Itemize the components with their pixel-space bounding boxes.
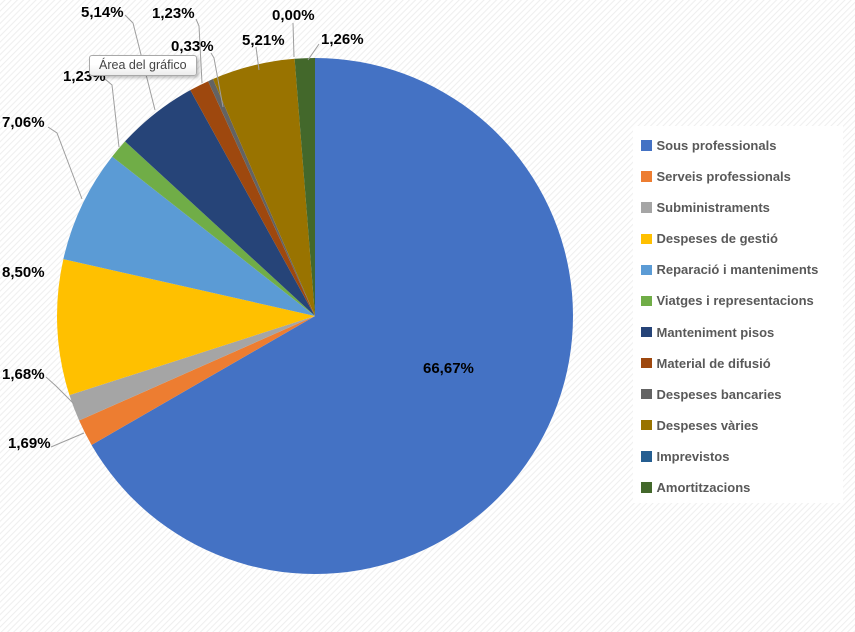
legend-color-swatch xyxy=(641,482,652,493)
legend-item-label: Imprevistos xyxy=(656,448,730,464)
legend-color-swatch xyxy=(641,419,652,431)
leader-line-despeses-varies xyxy=(255,46,260,71)
data-label-manteniment-pisos[interactable]: 5,14% xyxy=(81,4,124,21)
legend-color-swatch xyxy=(641,233,652,245)
leader-line-despeses-bancaries xyxy=(210,52,224,108)
pie-slice-viatges-i-representacions[interactable] xyxy=(112,141,315,316)
data-label-amortitzacions[interactable]: 1,26% xyxy=(321,31,364,48)
pie-slice-subministraments[interactable] xyxy=(69,316,316,421)
pie-slice-despeses-bancaries[interactable] xyxy=(208,79,315,316)
pie-slice-material-de-difusio[interactable] xyxy=(190,81,315,316)
leader-line-imprevistos xyxy=(292,22,295,58)
pie-slice-despeses-de-gestio[interactable] xyxy=(57,259,315,396)
legend-item-material-de-difusio[interactable]: Material de difusió xyxy=(641,348,843,379)
chart-area-tooltip: Área del gráfico xyxy=(89,55,197,76)
legend-item-label: Despeses bancaries xyxy=(656,386,782,402)
data-label-imprevistos[interactable]: 0,00% xyxy=(272,7,315,24)
pie-slice-serveis-professionals[interactable] xyxy=(79,316,315,445)
pie-slice-sous-professionals[interactable] xyxy=(91,58,574,574)
legend-item-viatges-i-representacions[interactable]: Viatges i representacions xyxy=(641,285,843,316)
leader-line-viatges-i-representacions xyxy=(104,78,120,148)
pie-slice-reparacio-i-manteniments[interactable] xyxy=(63,156,315,316)
legend-item-serveis-professionals[interactable]: Serveis professionals xyxy=(641,161,843,192)
data-label-serveis-professionals[interactable]: 1,69% xyxy=(8,435,51,452)
data-label-despeses-bancaries[interactable]: 0,33% xyxy=(171,38,214,55)
leader-line-serveis-professionals xyxy=(50,432,85,448)
legend-item-despeses-bancaries[interactable]: Despeses bancaries xyxy=(641,379,843,410)
pie-slice-amortitzacions[interactable] xyxy=(294,58,315,316)
pie-slice-manteniment-pisos[interactable] xyxy=(125,90,315,317)
data-label-despeses-varies[interactable]: 5,21% xyxy=(242,32,285,49)
legend-item-sous-professionals[interactable]: Sous professionals xyxy=(641,130,843,161)
data-label-subministraments[interactable]: 1,68% xyxy=(2,366,45,383)
legend-item-label: Material de difusió xyxy=(656,355,771,371)
legend-item-reparacio-i-manteniments[interactable]: Reparació i manteniments xyxy=(641,254,843,285)
legend-item-label: Serveis professionals xyxy=(656,169,791,185)
pie-slice-despeses-varies[interactable] xyxy=(212,58,315,317)
leader-line-material-de-difusio xyxy=(195,18,203,84)
legend-item-despeses-de-gestio[interactable]: Despeses de gestió xyxy=(641,223,843,254)
legend-item-label: Viatges i representacions xyxy=(656,293,814,309)
leader-line-amortitzacions xyxy=(307,43,320,61)
data-label-reparacio-i-manteniments[interactable]: 7,06% xyxy=(2,114,45,131)
legend-color-swatch xyxy=(641,357,652,369)
legend-color-swatch xyxy=(641,326,652,338)
legend-item-label: Sous professionals xyxy=(656,138,777,154)
legend-color-swatch xyxy=(641,140,652,151)
data-label-material-de-difusio[interactable]: 1,23% xyxy=(152,5,195,22)
legend-color-swatch xyxy=(641,171,652,182)
legend-item-manteniment-pisos[interactable]: Manteniment pisos xyxy=(641,316,843,347)
data-label-sous-professionals[interactable]: 66,67% xyxy=(423,360,474,377)
legend-item-label: Amortitzacions xyxy=(656,479,751,495)
legend-item-label: Subministraments xyxy=(656,200,770,216)
leader-line-manteniment-pisos xyxy=(124,14,156,111)
legend-item-label: Despeses vàries xyxy=(656,417,759,433)
legend-item-imprevistos[interactable]: Imprevistos xyxy=(641,441,843,472)
legend-item-subministraments[interactable]: Subministraments xyxy=(641,192,843,223)
legend-item-despeses-varies[interactable]: Despeses vàries xyxy=(641,410,843,441)
leader-line-reparacio-i-manteniments xyxy=(47,126,83,200)
legend-color-swatch xyxy=(641,388,652,400)
legend-color-swatch xyxy=(641,295,652,307)
legend-color-swatch xyxy=(641,202,652,213)
legend-item-label: Reparació i manteniments xyxy=(656,262,819,278)
legend[interactable]: Sous professionals Serveis professionals S… xyxy=(633,126,843,503)
legend-item-amortitzacions[interactable]: Amortitzacions xyxy=(641,472,843,503)
legend-item-label: Manteniment pisos xyxy=(656,324,775,340)
data-label-despeses-de-gestio[interactable]: 8,50% xyxy=(2,264,45,281)
leader-line-subministraments xyxy=(45,376,75,405)
legend-item-label: Despeses de gestió xyxy=(656,231,778,247)
legend-color-swatch xyxy=(641,451,652,462)
legend-color-swatch xyxy=(641,264,652,276)
